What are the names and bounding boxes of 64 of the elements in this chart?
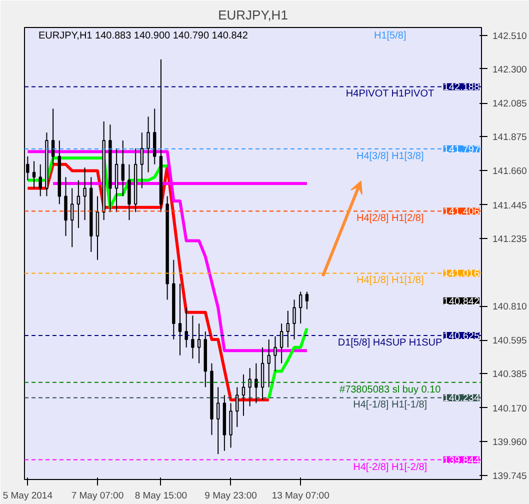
x-tick-label: 7 May 07:00: [71, 490, 124, 502]
candlestick: [267, 338, 270, 388]
candlestick: [178, 283, 182, 356]
candlestick: [197, 323, 201, 364]
y-tick-label: 142.085: [492, 98, 527, 110]
y-tick-label: 140.385: [492, 369, 527, 380]
x-tick-label: 9 May 23:00: [204, 490, 257, 502]
candlestick: [70, 188, 74, 248]
x-tick-label: 5 May 2014: [2, 490, 53, 502]
ref-line-label: H4[-2/8] H1[-2/8]: [353, 462, 428, 473]
candlestick: [216, 386, 220, 455]
ref-line-label: H4[-1/8] H1[-1/8]: [353, 400, 428, 411]
candlestick: [114, 148, 118, 213]
candlestick: [254, 362, 258, 404]
ref-line-label: H4PIVOT H1PIVOT: [346, 88, 434, 100]
ref-line-label: H4[1/8] H1[1/8]: [356, 275, 424, 286]
annotation: 140.234: [443, 393, 480, 404]
candlestick: [274, 336, 277, 372]
candlestick: [292, 299, 296, 340]
candlestick: [96, 196, 100, 260]
candlestick: [121, 140, 124, 197]
annotation: 142.188: [443, 82, 480, 94]
y-tick-label: 142.300: [492, 64, 527, 76]
candlestick: [38, 164, 42, 197]
y-tick-label: 141.875: [492, 132, 527, 144]
y-tick-label: 142.510: [492, 30, 527, 42]
candlestick: [305, 291, 309, 310]
y-tick-label: 141.235: [492, 234, 527, 245]
candlestick: [248, 368, 252, 407]
y-tick-label: 141.660: [492, 166, 527, 178]
y-tick-label: 139.960: [492, 436, 527, 448]
y-tick-label: 140.170: [492, 403, 527, 414]
candlestick: [260, 346, 264, 400]
y-tick-label: 139.745: [492, 471, 527, 482]
ref-line-label: D1[5/8] H4SUP H1SUP: [338, 337, 442, 348]
chart-subtitle: EURJPY,H1 140.883 140.900 140.790 140.842: [38, 30, 248, 42]
candlestick: [229, 402, 232, 448]
candlestick: [128, 164, 131, 221]
y-tick-label: 140.595: [492, 336, 527, 347]
candlestick: [51, 108, 55, 165]
candlestick: [83, 167, 86, 221]
candlestick: [32, 160, 36, 189]
candlestick: [191, 315, 194, 360]
ref-line-label: H4[2/8] H1[2/8]: [356, 213, 424, 224]
candlestick: [298, 291, 302, 324]
candlestick: [286, 310, 290, 348]
annotation: 141.016: [443, 268, 480, 280]
candlestick: [140, 132, 144, 189]
chart-title: EURJPY,H1: [218, 8, 288, 22]
ref-line-label: #73805083 sl buy 0.10: [340, 384, 442, 396]
candlestick: [184, 307, 188, 348]
candlestick: [153, 108, 156, 165]
candlestick: [280, 323, 284, 364]
y-tick-label: 140.810: [492, 302, 527, 313]
candlestick: [76, 180, 80, 229]
y-tick-label: 141.445: [492, 200, 527, 212]
x-tick-label: 8 May 15:00: [134, 490, 188, 502]
annotation: 139.844: [443, 455, 480, 466]
candlestick: [64, 176, 68, 236]
candlestick: [242, 374, 246, 416]
candlestick: [146, 116, 150, 173]
text: H1[5/8]: [374, 30, 406, 42]
x-tick-label: 13 May 07:00: [272, 490, 330, 502]
ref-line-label: H4[3/8] H1[3/8]: [356, 150, 424, 162]
